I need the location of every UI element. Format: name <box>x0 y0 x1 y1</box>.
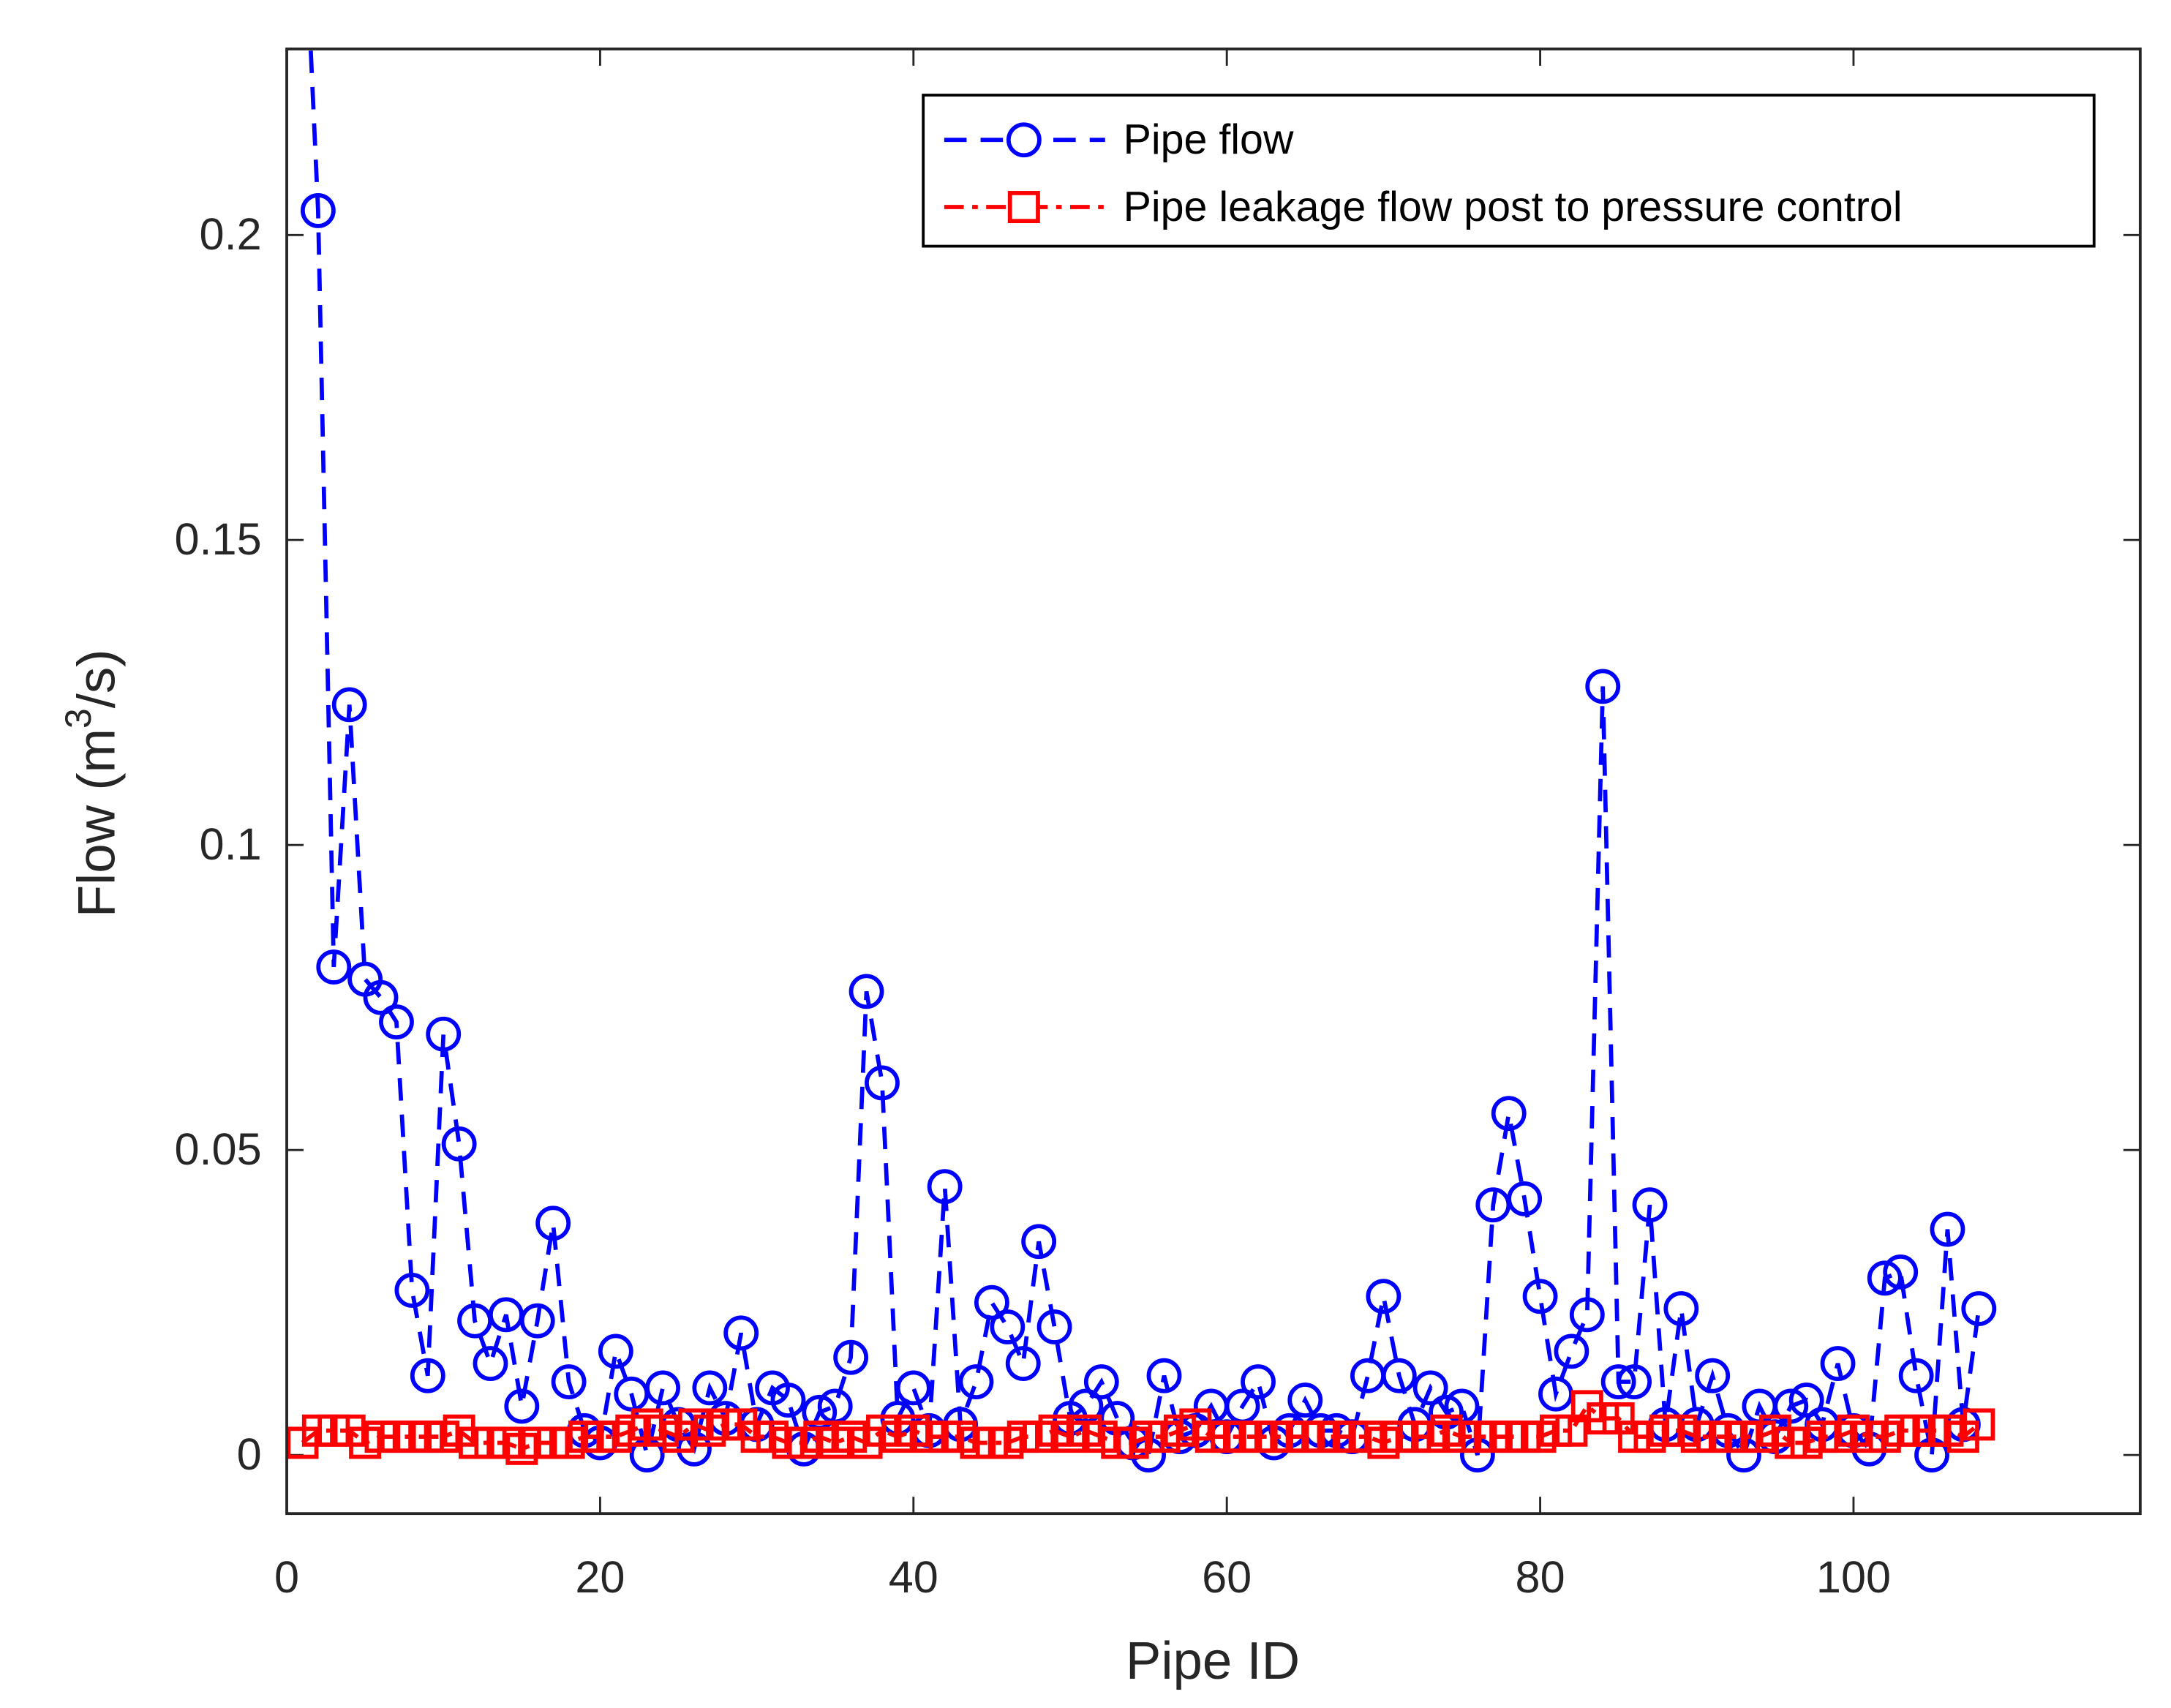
point <box>849 974 884 1009</box>
point <box>394 1273 430 1308</box>
x-axis-label: Pipe ID <box>1126 1631 1300 1690</box>
x-tick-label: 20 <box>575 1552 625 1602</box>
point <box>1883 1254 1919 1290</box>
x-tick-label: 100 <box>1816 1552 1891 1602</box>
point <box>1617 1364 1652 1399</box>
point <box>363 979 399 1015</box>
point <box>1788 1382 1824 1418</box>
legend-marker <box>1007 191 1040 224</box>
point <box>1083 1364 1119 1399</box>
point <box>1600 1364 1636 1399</box>
x-tick-label: 60 <box>1202 1552 1252 1602</box>
point <box>895 1370 931 1406</box>
point <box>1820 1346 1856 1381</box>
point <box>1491 1096 1527 1132</box>
point <box>1381 1358 1417 1393</box>
legend-box <box>922 94 2096 248</box>
legend-label: Pipe flow <box>1124 116 1294 163</box>
point <box>1021 1224 1057 1260</box>
point <box>990 1309 1026 1344</box>
point <box>535 1205 571 1241</box>
point <box>441 1126 477 1162</box>
point <box>1005 1346 1041 1381</box>
point <box>1412 1370 1448 1406</box>
point <box>1930 1211 1965 1247</box>
legend-marker <box>1006 122 1042 158</box>
point <box>410 1358 445 1393</box>
point <box>1961 1291 1997 1326</box>
point <box>1507 1181 1543 1216</box>
point <box>504 1388 540 1424</box>
y-tick-label: 0.15 <box>175 514 262 564</box>
axes-box <box>285 48 2142 1516</box>
y-label-text: /s) <box>67 650 127 709</box>
point <box>473 1346 508 1381</box>
point <box>1554 1333 1589 1369</box>
point <box>316 949 352 985</box>
legend-label: Pipe leakage flow post to pressure contr… <box>1124 184 1903 230</box>
point <box>1585 669 1621 704</box>
point <box>1146 1358 1182 1393</box>
point <box>1663 1291 1699 1326</box>
point <box>379 1004 414 1039</box>
point <box>1036 1309 1072 1344</box>
y-axis-label: Flow (m3/s) <box>58 650 127 918</box>
point <box>958 1364 994 1399</box>
point <box>770 1382 806 1418</box>
x-tick-label: 0 <box>274 1552 299 1602</box>
point <box>598 1333 633 1369</box>
point <box>927 1169 963 1205</box>
point <box>519 1303 555 1339</box>
x-tick-label: 80 <box>1516 1552 1565 1602</box>
point <box>692 1370 728 1406</box>
point <box>426 1016 462 1052</box>
point <box>1287 1382 1323 1418</box>
point <box>1963 1408 1995 1441</box>
point <box>865 1065 900 1101</box>
y-tick-label: 0.1 <box>200 819 262 869</box>
point <box>833 1339 869 1375</box>
y-label-superscript: 3 <box>58 708 99 729</box>
point <box>1632 1187 1668 1223</box>
point <box>1867 1260 1903 1296</box>
x-tick-label: 40 <box>889 1552 938 1602</box>
y-tick-label: 0.2 <box>200 209 262 259</box>
point <box>1522 1279 1558 1314</box>
y-tick-label: 0.05 <box>175 1124 262 1174</box>
point <box>300 193 336 228</box>
plot-area <box>287 48 2140 1514</box>
point <box>331 687 367 723</box>
point <box>1898 1358 1934 1393</box>
point <box>1569 1297 1605 1333</box>
point <box>1366 1279 1401 1314</box>
y-label-text: Flow (m <box>67 729 127 917</box>
point <box>974 1284 1009 1320</box>
point <box>723 1315 759 1351</box>
point <box>1695 1358 1731 1393</box>
point <box>551 1364 587 1399</box>
point <box>645 1370 681 1406</box>
plot-layer <box>287 48 1997 1473</box>
point <box>1241 1364 1276 1399</box>
y-tick-label: 0 <box>237 1429 262 1479</box>
